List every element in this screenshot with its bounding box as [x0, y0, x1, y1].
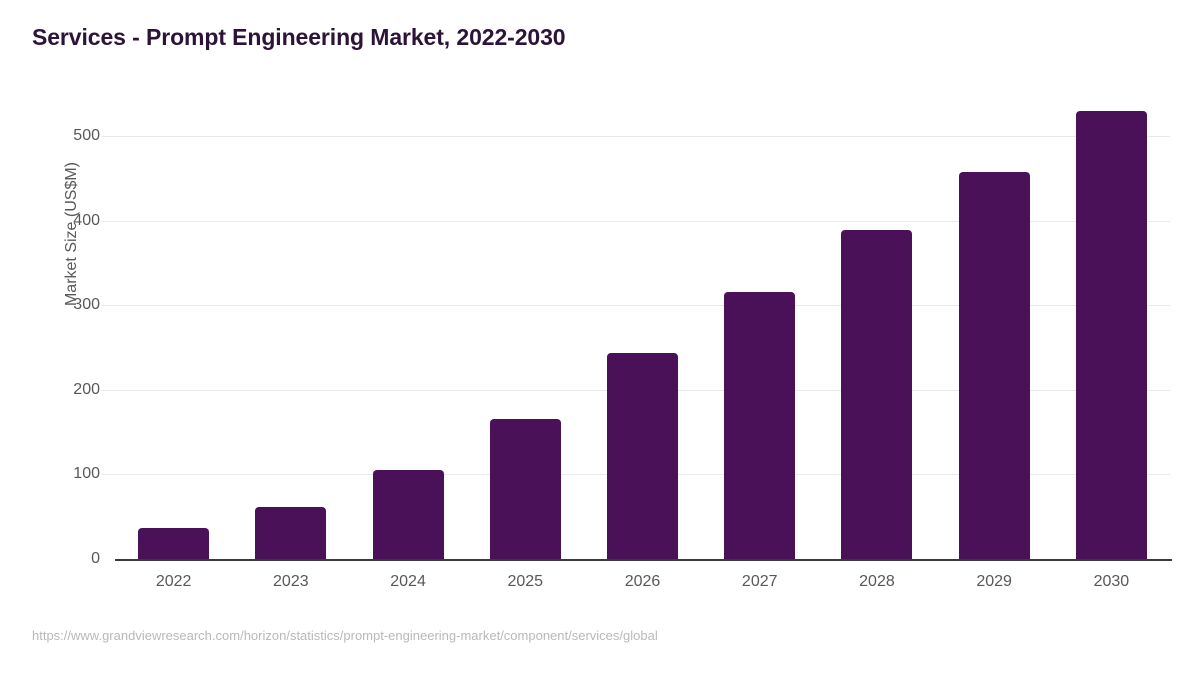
- x-axis-tick-label-2022: 2022: [155, 573, 192, 590]
- source-url-caption: https://www.grandviewresearch.com/horizo…: [32, 628, 658, 643]
- y-axis-tick-label: 100: [73, 465, 100, 483]
- bar-2028[interactable]: [841, 229, 913, 559]
- y-axis-tick-labels: 0 100 200 300 400 500: [0, 0, 100, 675]
- bar-2029[interactable]: [958, 171, 1030, 559]
- plot-area: [101, 100, 1170, 559]
- bar-2026[interactable]: [607, 353, 678, 559]
- gridline: [101, 220, 1170, 222]
- bar-2030[interactable]: [1075, 111, 1147, 559]
- y-axis-tick-label: 500: [73, 127, 100, 144]
- x-axis-tick-label-2028: 2028: [859, 573, 895, 590]
- bar-2022[interactable]: [138, 527, 210, 559]
- x-axis-line: [115, 559, 1172, 561]
- bar-2023[interactable]: [255, 506, 327, 559]
- gridline: [101, 136, 1170, 137]
- x-axis-tick-label-2027: 2027: [741, 573, 778, 590]
- y-axis-tick-label: 0: [91, 550, 100, 567]
- y-axis-tick-label: 400: [73, 211, 100, 229]
- y-axis-tick-label: 200: [73, 380, 100, 398]
- x-axis-tick-label-2030: 2030: [1093, 573, 1130, 590]
- bar-2024[interactable]: [372, 470, 444, 559]
- gridline: [101, 305, 1170, 307]
- x-axis-tick-label-2023: 2023: [273, 573, 309, 590]
- bar-2025[interactable]: [489, 419, 561, 559]
- bar-2027[interactable]: [724, 291, 796, 559]
- x-axis-tick-label-2025: 2025: [507, 573, 544, 590]
- x-axis-tick-label-2024: 2024: [390, 573, 426, 590]
- x-axis-tick-label-2029: 2029: [976, 573, 1012, 590]
- x-axis-tick-label-2026: 2026: [624, 573, 661, 590]
- page-title: Services - Prompt Engineering Market, 20…: [32, 24, 566, 50]
- y-axis-tick-label: 300: [73, 296, 100, 314]
